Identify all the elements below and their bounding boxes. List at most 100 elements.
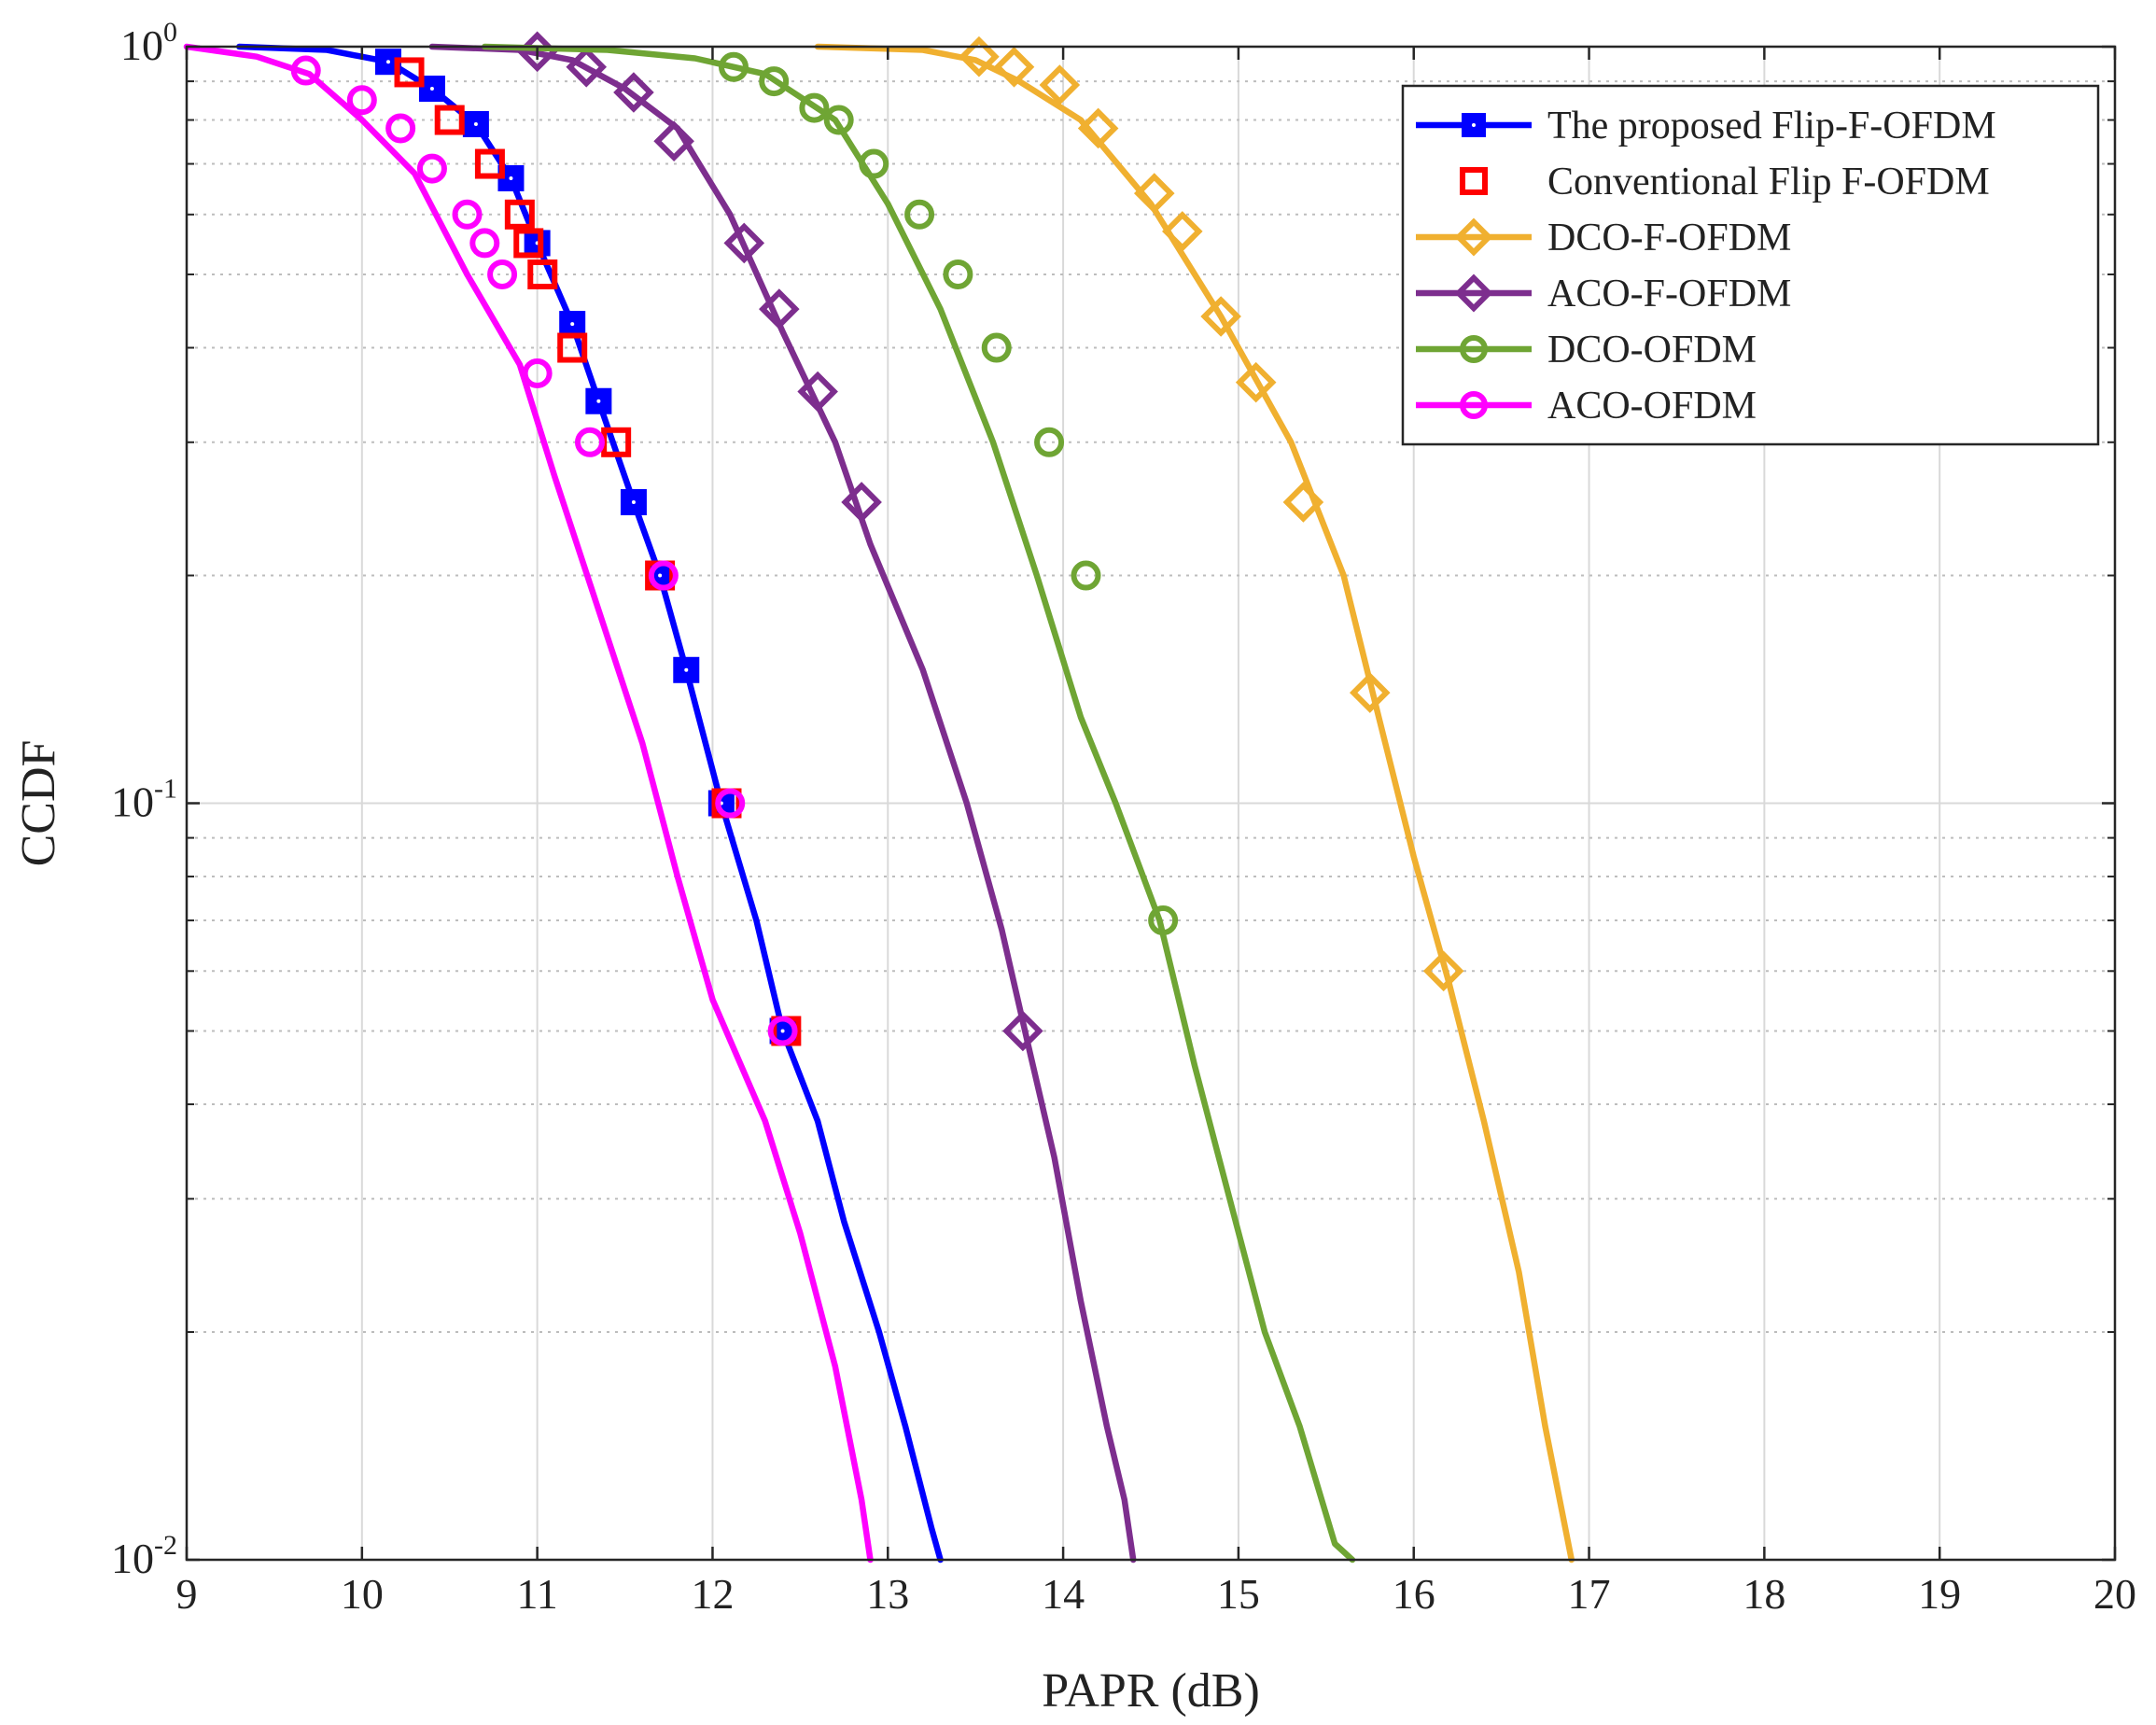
data-point-marker [504, 199, 535, 230]
data-point-marker [613, 72, 654, 113]
data-point-marker-center [658, 573, 663, 578]
data-point-marker [1349, 672, 1391, 713]
legend-label: The proposed Flip-F-OFDM [1547, 105, 1996, 147]
data-point-marker [1460, 391, 1488, 419]
legend-label: DCO-F-OFDM [1547, 217, 1791, 259]
y-tick-label: 10-2 [111, 1530, 177, 1582]
data-point-marker [767, 1016, 798, 1046]
data-point-marker [1071, 560, 1101, 591]
data-point-marker-center [429, 86, 434, 91]
data-point-marker [1077, 107, 1119, 149]
data-point-marker [416, 153, 447, 184]
data-point-marker [943, 259, 973, 289]
y-tick-base: 10 [120, 21, 163, 69]
data-point-marker [1282, 482, 1324, 523]
y-tick-label: 100 [120, 17, 177, 69]
legend-item: ACO-F-OFDM [1416, 273, 1791, 316]
data-point-marker [1460, 335, 1488, 363]
data-point-marker [346, 85, 377, 116]
data-point-marker [1133, 173, 1175, 214]
data-point-marker-center [596, 399, 601, 403]
data-point-marker [759, 288, 800, 330]
y-tick-exponent: -2 [154, 1530, 177, 1561]
x-tick-label: 9 [176, 1570, 198, 1618]
x-tick-label: 19 [1918, 1570, 1961, 1618]
data-point-marker [1002, 1010, 1043, 1052]
x-axis-label: PAPR (dB) [1042, 1664, 1260, 1718]
x-tick-label: 10 [341, 1570, 384, 1618]
series-aco-ofdm [183, 43, 874, 1564]
data-point-marker-center [1472, 123, 1476, 127]
data-point-marker [574, 427, 605, 457]
x-tick-label: 18 [1743, 1570, 1785, 1618]
data-point-marker [1162, 211, 1203, 252]
legend-label: DCO-OFDM [1547, 329, 1757, 372]
data-point-marker [1460, 167, 1488, 195]
data-point-marker [1034, 427, 1065, 457]
data-point-marker-center [684, 667, 689, 672]
data-point-marker [759, 66, 790, 97]
x-tick-label: 12 [691, 1570, 734, 1618]
series-line [183, 43, 874, 1564]
data-point-marker [797, 371, 838, 413]
x-tick-label: 15 [1217, 1570, 1260, 1618]
data-point-marker [715, 788, 746, 819]
data-point-marker [859, 148, 889, 179]
data-point-marker [566, 46, 608, 88]
series-dco-f-ofdm [814, 35, 1575, 1564]
data-point-marker [394, 57, 425, 88]
data-point-marker-center [780, 1029, 785, 1033]
legend-label: ACO-OFDM [1547, 385, 1757, 428]
data-point-marker [1454, 273, 1493, 313]
x-tick-label: 14 [1042, 1570, 1085, 1618]
data-point-marker [959, 35, 1000, 77]
y-axis-label: CCDF [12, 740, 65, 867]
data-point-marker [1200, 296, 1241, 337]
tick-marks [185, 45, 2117, 1562]
x-tick-label: 11 [516, 1570, 557, 1618]
data-point-marker [904, 199, 935, 230]
data-point-marker [1148, 905, 1179, 936]
data-point-marker [290, 55, 321, 86]
data-point-marker [1235, 361, 1277, 403]
data-point-marker-center [385, 60, 390, 64]
x-tick-label: 16 [1393, 1570, 1435, 1618]
data-point-marker [522, 358, 553, 388]
legend-item: DCO-OFDM [1416, 329, 1757, 372]
data-point-marker [557, 332, 588, 363]
y-tick-exponent: 0 [163, 17, 177, 48]
data-point-marker [993, 46, 1035, 88]
y-tick-base: 10 [111, 778, 154, 826]
series-layer [183, 31, 1575, 1564]
series-dco-ofdm [482, 43, 1356, 1564]
data-point-marker [434, 105, 465, 135]
legend-box [1401, 84, 2100, 446]
data-point-marker [452, 199, 483, 230]
data-point-marker [474, 148, 505, 179]
data-point-marker [1039, 64, 1081, 105]
data-point-marker-center [631, 499, 636, 504]
data-point-marker [718, 51, 749, 82]
x-tick-label: 13 [866, 1570, 909, 1618]
data-point-marker [487, 259, 518, 289]
data-point-marker-center [570, 322, 575, 327]
legend-item: ACO-OFDM [1416, 385, 1757, 428]
data-point-marker [527, 259, 558, 289]
y-tick-exponent: -1 [154, 774, 177, 805]
data-point-marker [513, 228, 544, 259]
y-tick-base: 10 [111, 1535, 154, 1582]
legend-label: ACO-F-OFDM [1547, 273, 1791, 316]
legend-item: Conventional Flip F-OFDM [1460, 161, 1990, 203]
x-tick-label: 17 [1568, 1570, 1611, 1618]
legend: The proposed Flip-F-OFDM Conventional Fli… [1401, 84, 2100, 446]
data-point-marker [648, 560, 679, 591]
series-line [814, 43, 1575, 1564]
legend-item: DCO-F-OFDM [1416, 217, 1791, 259]
legend-item: The proposed Flip-F-OFDM [1416, 105, 1996, 147]
data-point-marker [1454, 217, 1493, 257]
data-point-marker-center [473, 121, 478, 126]
data-point-marker [723, 222, 765, 264]
x-tick-labels: 9 10 11 12 13 14 15 16 17 18 19 20 [176, 1570, 2137, 1618]
